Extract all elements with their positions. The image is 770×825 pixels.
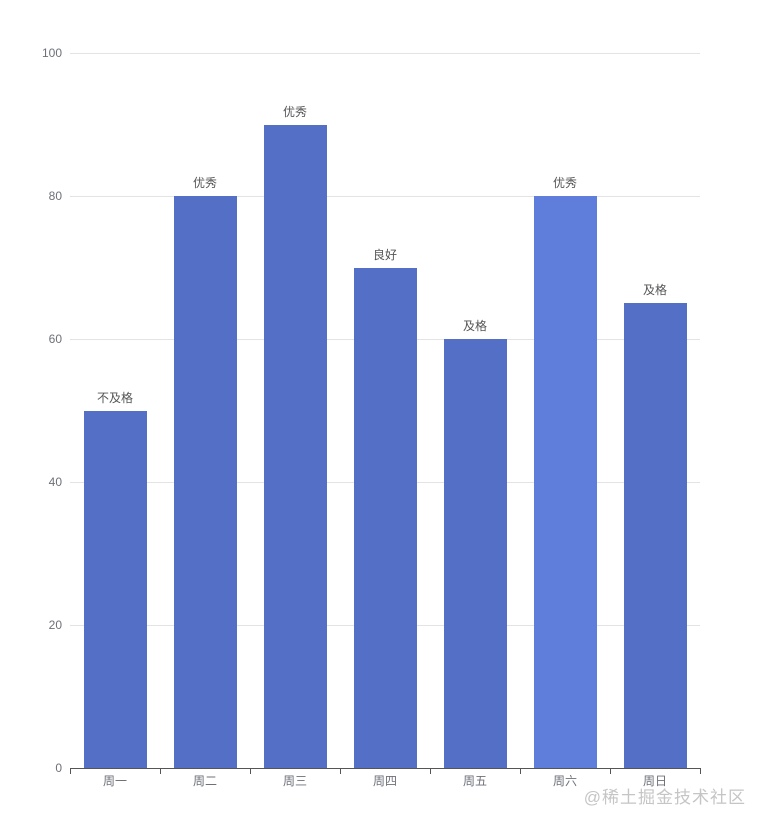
y-axis-tick-label: 20 [48,618,62,632]
bar-周三[interactable] [264,125,327,768]
bar-label: 优秀 [282,105,307,119]
y-axis-tick-label: 0 [55,761,62,775]
bar-周五[interactable] [444,339,507,768]
x-axis-category-label: 周三 [282,774,307,788]
x-axis-tick [700,769,701,774]
y-axis-tick-label: 40 [48,475,62,489]
y-axis-tick-label: 100 [41,46,62,60]
bar-label: 不及格 [96,391,133,405]
bar-周四[interactable] [354,268,417,768]
x-axis-tick [610,769,611,774]
x-axis-tick [250,769,251,774]
bar-周二[interactable] [174,196,237,768]
x-axis-tick [520,769,521,774]
x-axis-category-label: 周日 [642,774,667,788]
bar-周一[interactable] [84,411,147,768]
x-axis-tick [160,769,161,774]
bar-label: 优秀 [552,176,577,190]
x-axis-tick [70,769,71,774]
bar-label: 及格 [642,283,667,297]
y-axis-tick-label: 60 [48,332,62,346]
bar-周日[interactable] [624,303,687,768]
x-axis-category-label: 周五 [462,774,487,788]
x-axis-tick [340,769,341,774]
y-axis-tick-label: 80 [48,189,62,203]
x-axis-category-label: 周一 [102,774,127,788]
gridline-y-80 [70,196,700,197]
bar-label: 良好 [372,248,397,262]
x-axis-category-label: 周六 [552,774,577,788]
x-axis-category-label: 周四 [372,774,397,788]
x-axis-category-label: 周二 [192,774,217,788]
bar-label: 优秀 [192,176,217,190]
x-axis-line [70,768,701,769]
bar-周六[interactable] [534,196,597,768]
gridline-y-100 [70,53,700,54]
x-axis-tick [430,769,431,774]
bar-label: 及格 [462,319,487,333]
